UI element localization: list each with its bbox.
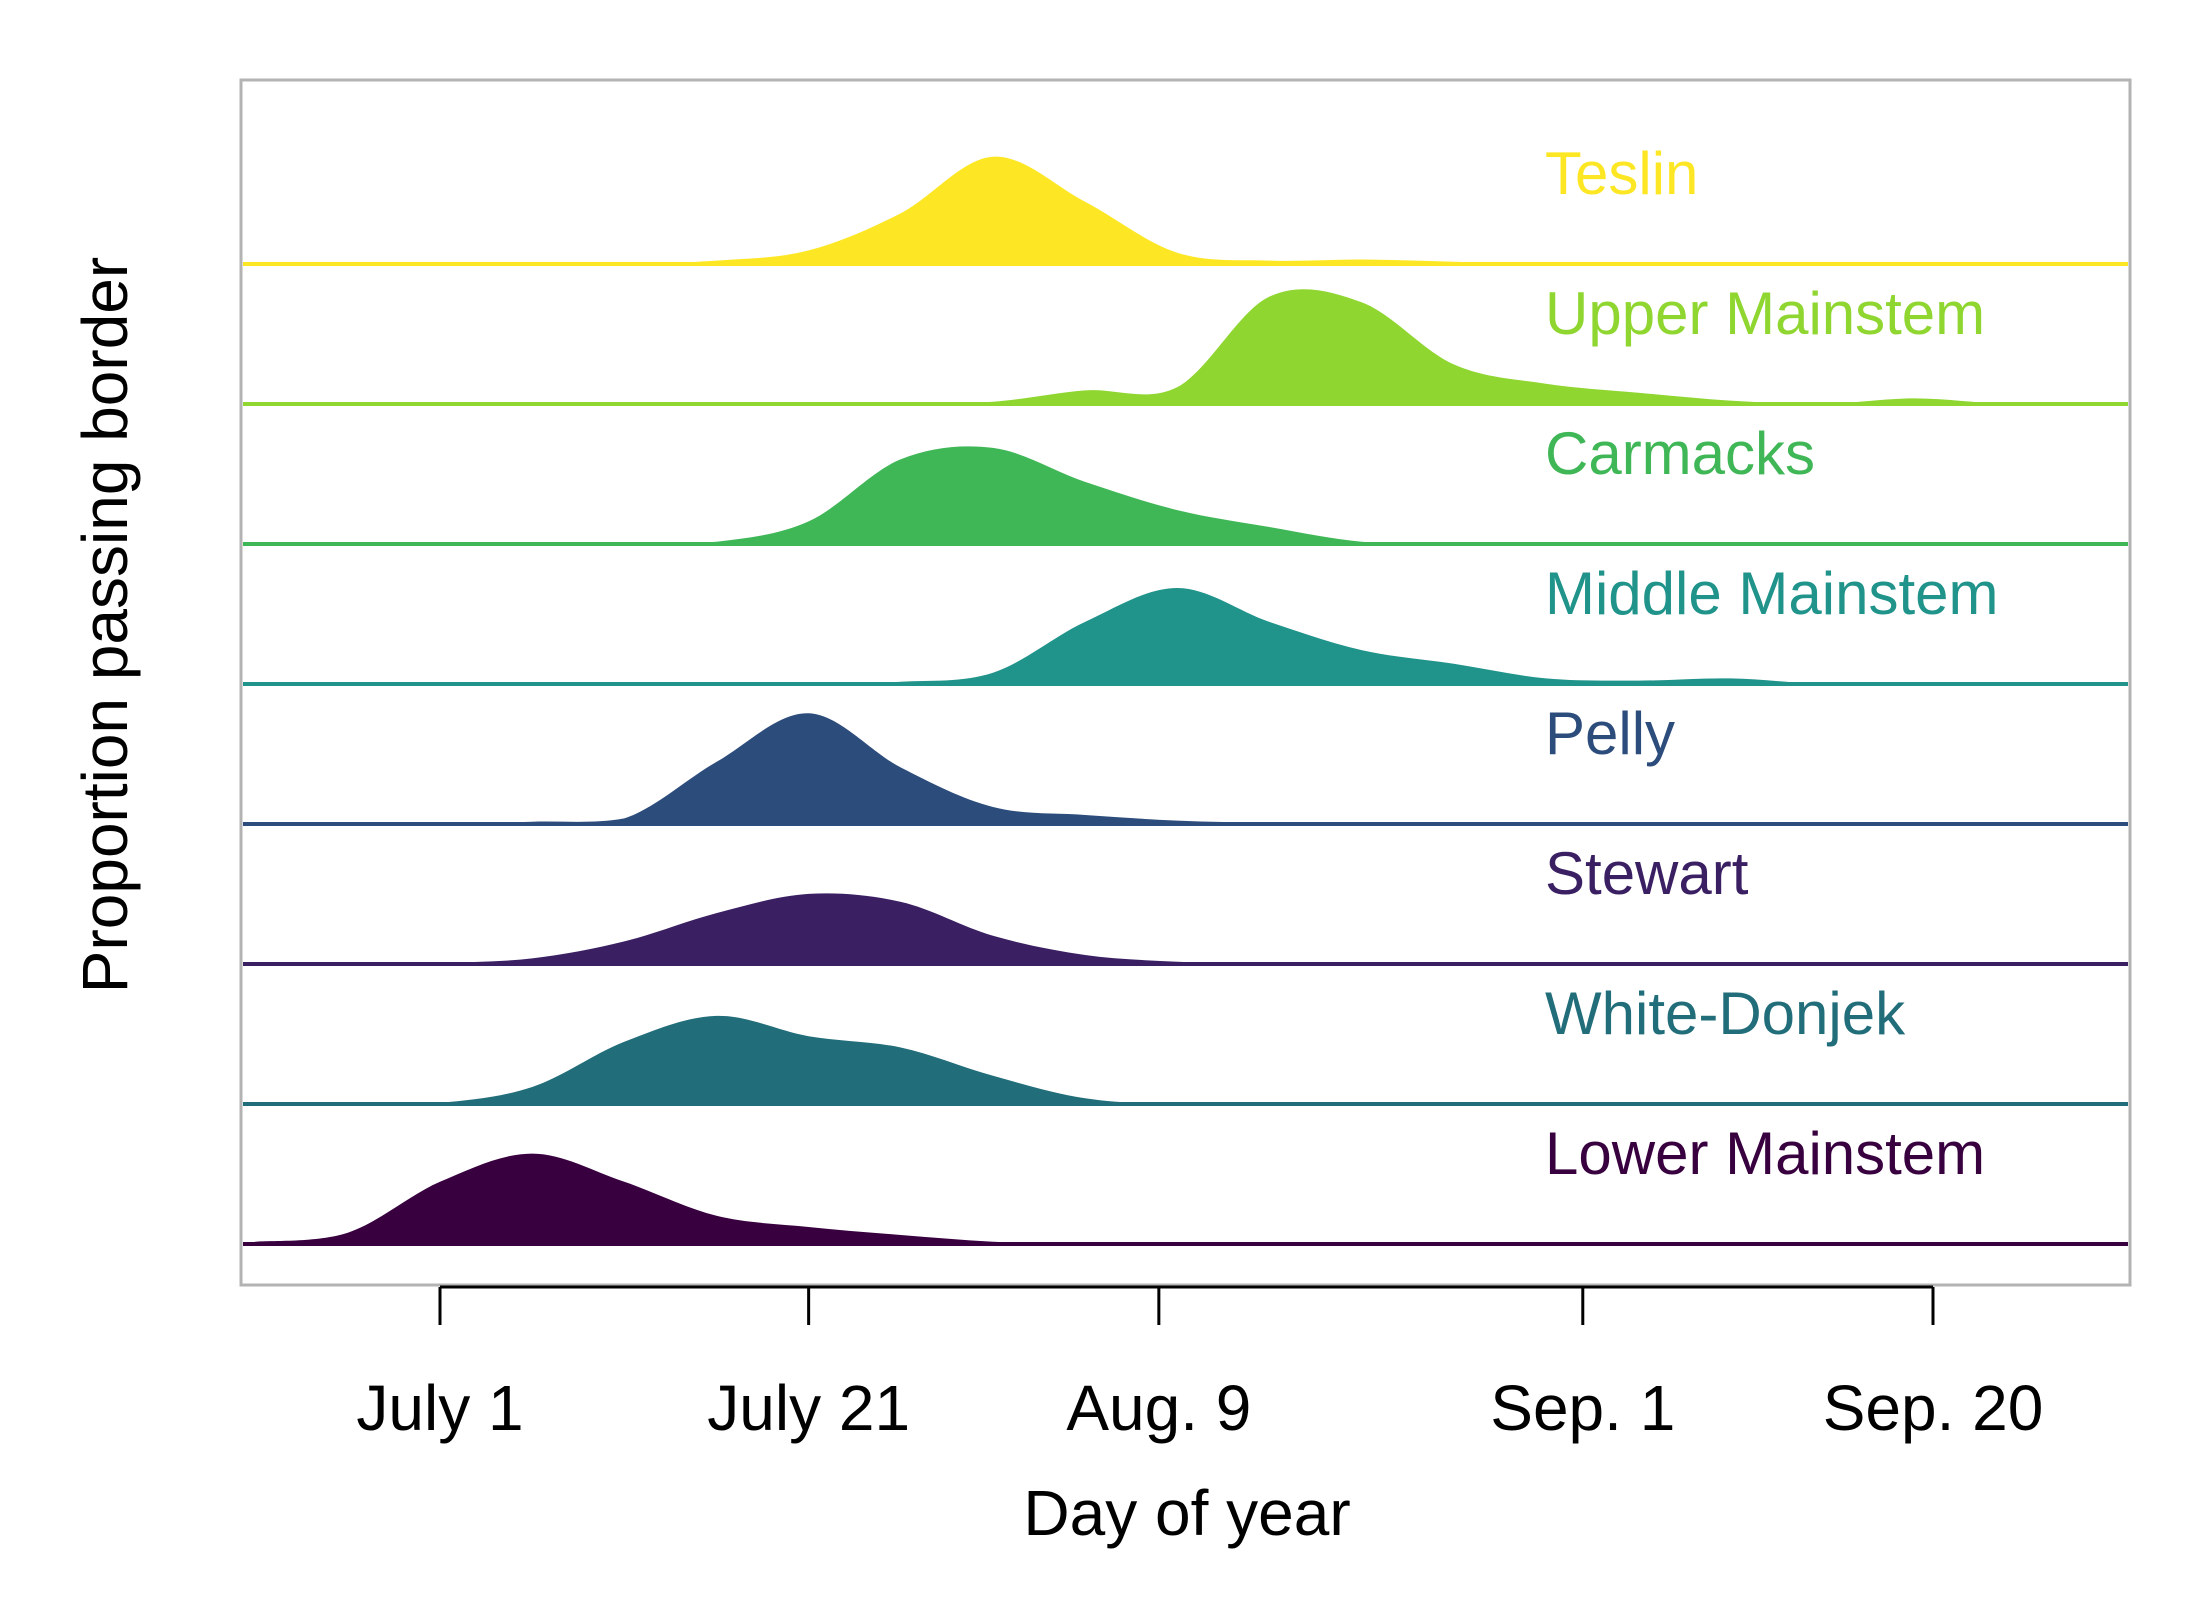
series-label-lower-mainstem: Lower Mainstem	[1545, 1120, 1985, 1187]
ridge-pelly: Pelly	[243, 700, 2128, 826]
ridge-upper-mainstem: Upper Mainstem	[243, 280, 2128, 406]
x-tick-label-sep-1: Sep. 1	[1490, 1372, 1675, 1444]
ridge-area-pelly	[243, 713, 2128, 824]
x-axis-title: Day of year	[1023, 1477, 1350, 1549]
ridge-area-lower-mainstem	[243, 1153, 2128, 1244]
ridge-middle-mainstem: Middle Mainstem	[243, 560, 2128, 686]
series-label-upper-mainstem: Upper Mainstem	[1545, 280, 1985, 347]
series-label-white-donjek: White-Donjek	[1545, 980, 1906, 1047]
ridge-area-middle-mainstem	[243, 588, 2128, 684]
ridges-group: Teslin Upper Mainstem Carmacks Middle Mains…	[243, 140, 2128, 1246]
ridge-stewart: Stewart	[243, 840, 2128, 966]
ridge-area-teslin	[243, 156, 2128, 264]
ridge-area-white-donjek	[243, 1015, 2128, 1104]
series-label-stewart: Stewart	[1545, 840, 1749, 907]
x-tick-label-july-1: July 1	[356, 1372, 523, 1444]
x-tick-label-aug-9: Aug. 9	[1066, 1372, 1251, 1444]
ridge-area-stewart	[243, 893, 2128, 964]
ridge-carmacks: Carmacks	[243, 420, 2128, 546]
x-tick-label-july-21: July 21	[707, 1372, 910, 1444]
ridge-lower-mainstem: Lower Mainstem	[243, 1120, 2128, 1246]
series-label-teslin: Teslin	[1545, 140, 1698, 207]
x-axis: July 1 July 21 Aug. 9 Sep. 1 Sep. 20	[356, 1285, 2044, 1444]
series-label-middle-mainstem: Middle Mainstem	[1545, 560, 1999, 627]
y-axis-title: Proportion passing border	[69, 257, 141, 993]
ridge-area-carmacks	[243, 446, 2128, 544]
ridge-teslin: Teslin	[243, 140, 2128, 266]
x-tick-label-sep-20: Sep. 20	[1823, 1372, 2044, 1444]
plot-panel-border	[239, 78, 2132, 1287]
ridge-white-donjek: White-Donjek	[243, 980, 2128, 1106]
series-label-pelly: Pelly	[1545, 700, 1675, 767]
series-label-carmacks: Carmacks	[1545, 420, 1815, 487]
